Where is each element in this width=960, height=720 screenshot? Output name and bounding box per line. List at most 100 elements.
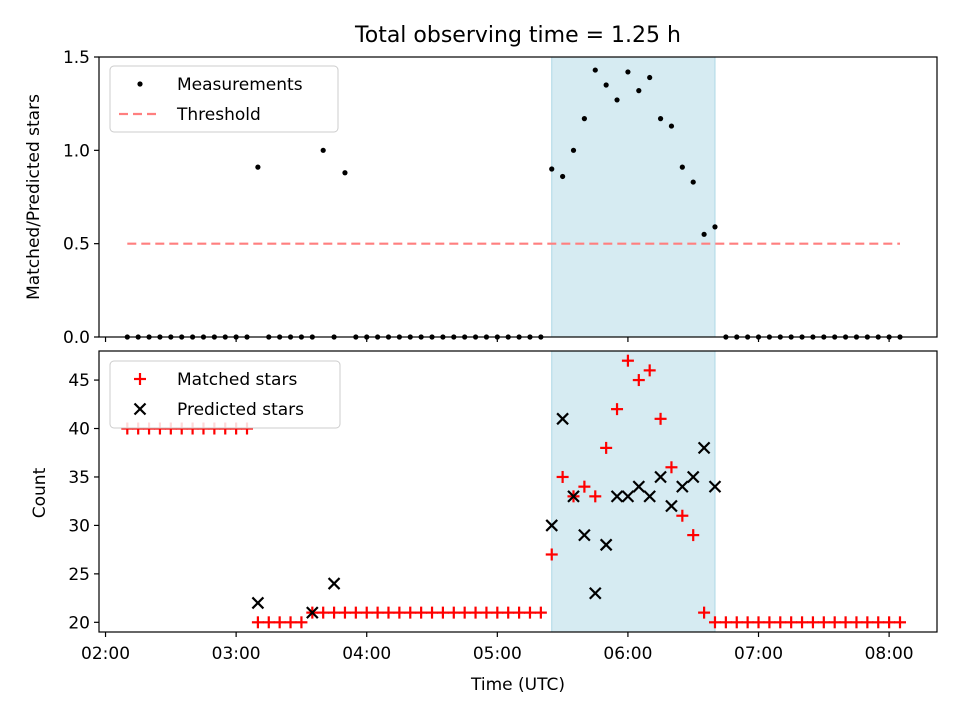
- legend-marker-predicted: [133, 402, 147, 416]
- matched-star-point: [763, 616, 776, 629]
- bottom-panel: 20 25 30 35 40 45 02:00 03:00 04:00 05:00 06:00 07…: [30, 350, 938, 695]
- predicted-star-point: [708, 480, 722, 493]
- predicted-star-point: [251, 596, 265, 610]
- top-y-tick-label: 0.5: [63, 235, 90, 255]
- matched-star-point: [796, 616, 809, 629]
- matched-star-point: [502, 606, 515, 619]
- matched-star-point: [436, 606, 449, 619]
- predicted-star-point: [306, 606, 319, 619]
- measurement-point: [592, 67, 598, 73]
- matched-star-point: [806, 616, 819, 629]
- legend-marker-matched: [134, 373, 146, 385]
- matched-star-point: [785, 616, 798, 629]
- matched-star-point: [295, 616, 308, 629]
- measurement-point: [549, 166, 555, 172]
- measurement-point: [701, 231, 707, 237]
- measurement-point: [647, 74, 653, 81]
- bottom-y-tick-label: 25: [68, 565, 90, 585]
- matched-star-point: [611, 403, 624, 416]
- measurement-point: [679, 164, 685, 170]
- top-panel: 0.0 0.5 1.0 1.5 Matched/Predicted stars Mea…: [24, 48, 938, 348]
- matched-star-point: [893, 616, 906, 629]
- matched-star-point: [382, 606, 395, 619]
- bottom-y-ticks: 20 25 30 35 40 45: [68, 371, 99, 633]
- matched-star-point: [687, 529, 700, 542]
- matched-star-point: [872, 616, 885, 629]
- matched-star-point: [545, 548, 558, 561]
- matched-star-point: [426, 606, 439, 619]
- matched-star-point: [371, 606, 384, 619]
- legend-label-measurements: Measurements: [177, 75, 303, 95]
- matched-star-point: [415, 606, 428, 619]
- matched-star-point: [349, 606, 362, 619]
- matched-star-point: [317, 606, 330, 619]
- measurement-point: [342, 170, 348, 176]
- measurement-point: [581, 116, 587, 122]
- matched-star-point: [643, 364, 656, 377]
- predicted-star-point: [327, 577, 341, 590]
- matched-star-point: [817, 616, 830, 629]
- matched-star-point: [850, 616, 863, 629]
- measurement-point: [712, 224, 718, 230]
- matched-star-point: [251, 616, 264, 629]
- top-plot-frame: [98, 56, 938, 338]
- matched-star-point: [589, 490, 602, 503]
- top-legend: Measurements Threshold: [109, 65, 339, 133]
- bottom-y-tick-label: 30: [68, 516, 90, 536]
- top-legend-box: [109, 65, 339, 133]
- matched-star-point: [404, 606, 417, 619]
- measurement-point: [636, 88, 642, 94]
- top-shaded-region: [551, 56, 716, 338]
- bottom-y-tick-label: 35: [68, 468, 90, 488]
- x-tick-label: 06:00: [603, 644, 652, 664]
- bottom-y-axis-label: Count: [30, 467, 50, 518]
- predicted-star-point: [556, 412, 569, 426]
- top-y-tick-label: 0.0: [63, 328, 90, 348]
- bottom-plot-frame: [98, 350, 938, 633]
- bottom-y-tick-label: 40: [68, 420, 90, 440]
- matched-star-point: [632, 374, 645, 387]
- bottom-legend: Matched stars Predicted stars: [109, 360, 341, 429]
- measurement-point: [603, 82, 609, 88]
- measurement-point: [614, 97, 620, 103]
- matched-star-point: [328, 606, 341, 619]
- matched-star-point: [284, 616, 297, 629]
- legend-marker-measurements: [137, 81, 143, 87]
- measurement-point: [625, 69, 631, 75]
- x-tick-label: 03:00: [212, 644, 261, 664]
- predicted-star-point: [676, 480, 689, 493]
- x-tick-label: 05:00: [473, 644, 522, 664]
- matched-star-point: [534, 606, 547, 619]
- bottom-x-ticks: 02:00 03:00 04:00 05:00 06:00 07:00 08:00: [81, 632, 914, 664]
- predicted-stars-points: [251, 412, 722, 619]
- top-y-tick-label: 1.0: [63, 141, 90, 161]
- matched-star-point: [883, 616, 896, 629]
- legend-label-matched: Matched stars: [177, 370, 297, 390]
- matched-star-point: [828, 616, 841, 629]
- bottom-y-tick-label: 45: [68, 371, 90, 391]
- measurement-point: [560, 173, 566, 180]
- x-axis-label: Time (UTC): [470, 675, 565, 695]
- measurement-point: [570, 147, 577, 153]
- matched-star-point: [262, 616, 275, 629]
- top-y-axis-label: Matched/Predicted stars: [24, 94, 44, 300]
- matched-star-point: [578, 480, 591, 493]
- matched-star-point: [480, 606, 493, 619]
- predicted-star-point: [588, 586, 602, 600]
- x-tick-label: 04:00: [342, 644, 391, 664]
- legend-label-predicted: Predicted stars: [177, 400, 304, 420]
- measurement-point: [255, 164, 261, 170]
- matched-star-point: [708, 616, 721, 629]
- matched-star-point: [513, 606, 526, 619]
- predicted-star-point: [610, 490, 624, 503]
- matched-star-point: [523, 606, 536, 619]
- x-tick-label: 07:00: [734, 644, 783, 664]
- x-tick-label: 02:00: [81, 644, 130, 664]
- matched-star-point: [491, 606, 504, 619]
- matched-star-point: [730, 616, 743, 629]
- matched-star-point: [338, 606, 351, 619]
- measurement-point: [320, 147, 326, 153]
- matched-star-point: [469, 606, 482, 619]
- predicted-star-point: [697, 441, 711, 455]
